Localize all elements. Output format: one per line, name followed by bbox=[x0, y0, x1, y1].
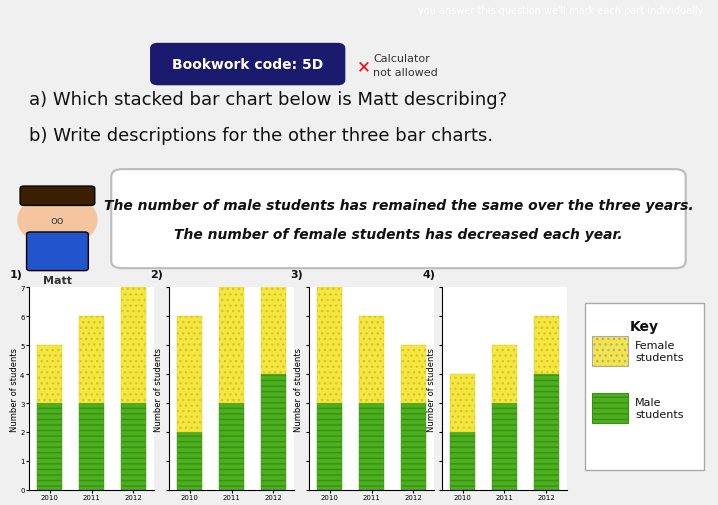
Text: 1): 1) bbox=[10, 270, 23, 280]
Bar bbox=[592, 393, 628, 423]
Bar bbox=[533, 374, 559, 490]
Bar bbox=[533, 317, 559, 374]
Bar bbox=[592, 336, 628, 366]
Bar bbox=[177, 317, 202, 432]
Bar bbox=[219, 288, 244, 403]
Text: Bookwork code: 5D: Bookwork code: 5D bbox=[172, 58, 323, 72]
Text: Matt: Matt bbox=[43, 276, 72, 286]
Bar bbox=[261, 259, 286, 374]
Bar bbox=[261, 374, 286, 490]
Y-axis label: Number of students: Number of students bbox=[154, 347, 163, 431]
FancyBboxPatch shape bbox=[585, 303, 704, 470]
Text: a) Which stacked bar chart below is Matt describing?: a) Which stacked bar chart below is Matt… bbox=[29, 91, 507, 109]
Text: oo: oo bbox=[51, 216, 64, 225]
Bar bbox=[121, 288, 146, 403]
Text: Male
students: Male students bbox=[635, 397, 684, 419]
Bar bbox=[317, 403, 342, 490]
Bar bbox=[121, 403, 146, 490]
FancyBboxPatch shape bbox=[151, 44, 345, 85]
Text: not allowed: not allowed bbox=[373, 68, 438, 78]
Bar bbox=[401, 345, 426, 403]
Text: b) Write descriptions for the other three bar charts.: b) Write descriptions for the other thre… bbox=[29, 127, 493, 145]
Text: Key: Key bbox=[630, 320, 659, 334]
FancyBboxPatch shape bbox=[27, 232, 88, 271]
Bar bbox=[401, 403, 426, 490]
Bar bbox=[450, 432, 475, 490]
Circle shape bbox=[18, 194, 97, 247]
Bar bbox=[492, 403, 517, 490]
Bar bbox=[79, 317, 104, 403]
Bar bbox=[37, 403, 62, 490]
FancyBboxPatch shape bbox=[111, 170, 686, 269]
Text: ✕: ✕ bbox=[357, 58, 371, 76]
Bar bbox=[492, 345, 517, 403]
FancyBboxPatch shape bbox=[20, 187, 95, 206]
Text: 2): 2) bbox=[150, 270, 163, 280]
Bar bbox=[177, 432, 202, 490]
Bar bbox=[450, 374, 475, 432]
Bar bbox=[219, 403, 244, 490]
Bar bbox=[317, 288, 342, 403]
Text: 3): 3) bbox=[290, 270, 303, 280]
Bar bbox=[79, 403, 104, 490]
Bar bbox=[359, 317, 384, 403]
Y-axis label: Number of students: Number of students bbox=[427, 347, 436, 431]
Text: The number of female students has decreased each year.: The number of female students has decrea… bbox=[174, 228, 623, 242]
Text: The number of male students has remained the same over the three years.: The number of male students has remained… bbox=[103, 199, 694, 213]
Y-axis label: Number of students: Number of students bbox=[9, 347, 19, 431]
Text: you answer this question we'll mark each part individually: you answer this question we'll mark each… bbox=[419, 7, 704, 16]
Text: Female
students: Female students bbox=[635, 340, 684, 363]
Text: 4): 4) bbox=[423, 270, 436, 280]
Bar bbox=[359, 403, 384, 490]
Y-axis label: Number of students: Number of students bbox=[294, 347, 303, 431]
Text: Calculator: Calculator bbox=[373, 55, 430, 64]
Bar bbox=[37, 345, 62, 403]
